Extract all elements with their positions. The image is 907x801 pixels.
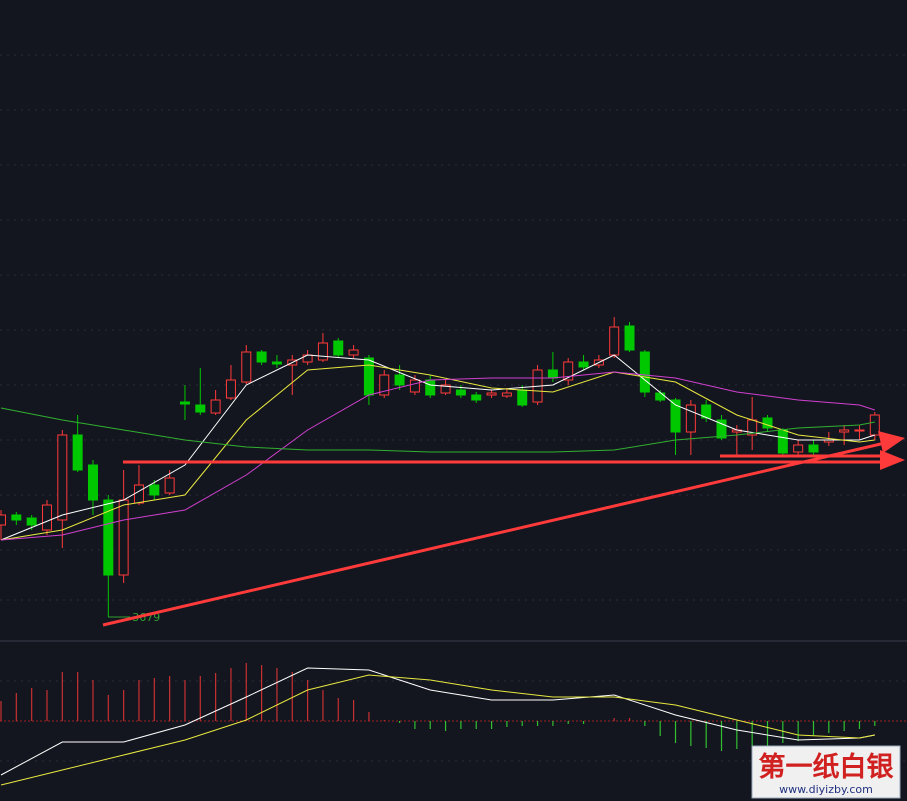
candle-body xyxy=(793,444,804,453)
candle-body xyxy=(486,392,497,396)
candle-body xyxy=(72,434,83,471)
candle-body xyxy=(195,404,206,413)
candle-body xyxy=(41,504,52,531)
line xyxy=(0,674,875,786)
candle-body xyxy=(670,399,681,433)
candle-body xyxy=(762,417,773,429)
candle-body xyxy=(164,477,175,494)
candle-body xyxy=(256,351,267,363)
candle-body xyxy=(455,389,466,396)
candle-body xyxy=(609,326,620,356)
candle-body xyxy=(471,394,482,401)
candle-body xyxy=(0,514,6,526)
watermark-title: 第一纸白银 xyxy=(759,751,894,783)
watermark-url: www.diyizby.com xyxy=(779,783,873,796)
candle-body xyxy=(501,392,512,397)
line xyxy=(0,371,875,541)
candle-body xyxy=(517,389,528,406)
candle-body xyxy=(578,361,589,368)
candle-body xyxy=(11,514,22,521)
candle-body xyxy=(425,379,436,396)
candle-body xyxy=(179,401,190,405)
candle-body xyxy=(394,374,405,386)
candle-body xyxy=(624,325,635,351)
watermark: 第一纸白银 www.diyizby.com xyxy=(751,745,901,799)
plot: 3679 xyxy=(0,317,907,786)
candle-body xyxy=(210,399,221,414)
candle-body xyxy=(348,349,359,356)
candle-body xyxy=(839,429,850,433)
candle-body xyxy=(271,361,282,365)
candle-body xyxy=(241,351,252,383)
line xyxy=(0,667,875,776)
candle-body xyxy=(440,384,451,394)
candle-body xyxy=(639,351,650,393)
candle-body xyxy=(808,444,819,453)
line xyxy=(0,354,875,541)
candle-body xyxy=(379,374,390,396)
candle-body xyxy=(655,392,666,401)
candle-body xyxy=(777,429,788,454)
candle-body xyxy=(869,414,880,436)
candle-body xyxy=(317,342,328,361)
candle-body xyxy=(103,499,114,576)
candle-body xyxy=(225,379,236,399)
line xyxy=(0,364,875,541)
candle-body xyxy=(26,517,37,526)
candle-body xyxy=(854,429,865,432)
candle-body xyxy=(149,484,160,496)
candle-body xyxy=(87,464,98,501)
candle-body xyxy=(409,379,420,393)
candle-body xyxy=(133,484,144,504)
candle-body xyxy=(57,434,68,521)
candle-body xyxy=(685,404,696,433)
grid xyxy=(0,54,907,762)
candle-body xyxy=(333,340,344,356)
line xyxy=(0,407,875,453)
candle-body xyxy=(563,361,574,381)
candle-body xyxy=(547,369,558,379)
candle-body xyxy=(118,499,129,576)
arrows xyxy=(102,431,905,627)
candle-body xyxy=(716,419,727,439)
candle-body xyxy=(363,357,374,396)
